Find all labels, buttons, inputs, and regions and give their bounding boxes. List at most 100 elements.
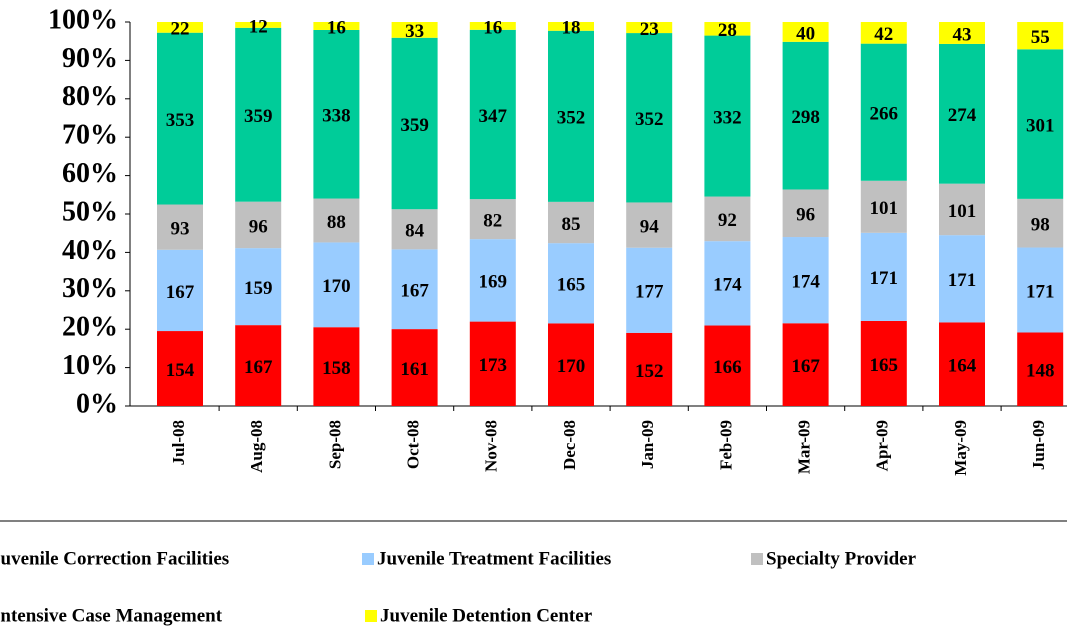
bar-segment (157, 204, 203, 250)
bar-segment (157, 331, 203, 406)
bar-segment (469, 321, 516, 406)
y-tick-label: 40% (62, 235, 118, 266)
bar-segment (469, 29, 516, 200)
bar-segment (782, 323, 829, 406)
bar-segment (626, 22, 673, 34)
bar-segment (548, 22, 594, 31)
data-label: 167 (400, 281, 429, 302)
data-label: 92 (718, 210, 737, 231)
data-label: 359 (244, 106, 273, 127)
x-tick-label: Nov-08 (482, 420, 501, 472)
bar-segment (548, 201, 594, 244)
data-label: 167 (791, 356, 820, 377)
data-label: 40 (796, 23, 815, 44)
x-tick-label: Jun-09 (1029, 420, 1048, 470)
data-label: 165 (557, 275, 586, 296)
bar-segment (469, 22, 516, 30)
data-label: 347 (479, 106, 508, 127)
legend-marker (751, 553, 763, 565)
data-label: 353 (166, 110, 195, 131)
y-tick-label: 10% (62, 350, 118, 381)
y-tick-label: 50% (62, 196, 118, 227)
y-tick-label: 30% (62, 273, 118, 304)
bar-segment (235, 27, 282, 202)
bar-segment (313, 22, 360, 30)
data-label: 164 (948, 356, 977, 377)
data-label: 88 (327, 212, 346, 233)
data-label: 338 (322, 106, 351, 127)
bar-segment (704, 196, 751, 242)
y-tick-label: 100% (48, 4, 118, 35)
data-label: 16 (483, 17, 502, 38)
x-tick-label: Dec-08 (560, 420, 579, 470)
data-label: 161 (400, 359, 429, 380)
x-tick-label: Jan-09 (638, 420, 657, 469)
bar-segment (391, 249, 438, 330)
data-label: 170 (322, 276, 351, 297)
bar-segment (704, 325, 751, 406)
data-label: 96 (249, 216, 268, 237)
bar-segment (626, 202, 673, 248)
x-tick-label: Sep-08 (325, 420, 344, 469)
data-label: 42 (874, 24, 893, 45)
legend-marker (365, 610, 377, 622)
bar-segment (939, 235, 985, 323)
bar-segment (1017, 247, 1064, 333)
bar-segment (704, 35, 751, 197)
y-tick-label: 60% (62, 158, 118, 189)
bar-segment (235, 325, 282, 406)
data-label: 171 (948, 270, 977, 291)
bar-segment (626, 332, 673, 406)
data-label: 18 (562, 18, 581, 39)
x-tick-label: Apr-09 (873, 420, 892, 471)
data-label: 84 (405, 221, 425, 242)
x-tick-label: Aug-08 (247, 420, 266, 473)
data-label: 98 (1031, 215, 1050, 236)
bar-segment (860, 43, 907, 181)
bar-segment (1017, 332, 1064, 406)
bar-segment (782, 41, 829, 190)
data-label: 174 (713, 275, 742, 296)
data-label: 352 (557, 108, 586, 129)
data-label: 167 (166, 282, 195, 303)
data-label: 301 (1026, 115, 1055, 136)
data-label: 167 (244, 357, 273, 378)
legend-label: Juvenile Treatment Facilities (377, 548, 611, 569)
x-tick-label: Jul-08 (169, 420, 188, 465)
legend-label: Intensive Case Management (0, 605, 223, 626)
data-label: 177 (635, 282, 664, 303)
data-label: 96 (796, 205, 815, 226)
x-tick-label: Oct-08 (404, 420, 423, 469)
bar-segment (313, 242, 360, 328)
bar-segment (548, 30, 594, 202)
legend-label: Juvenile Correction Facilities (0, 548, 229, 569)
data-label: 152 (635, 361, 664, 382)
bar-segment (939, 322, 985, 406)
bar-segment (548, 243, 594, 324)
data-label: 85 (562, 214, 581, 235)
data-label: 170 (557, 356, 586, 377)
legend-label: Specialty Provider (766, 548, 917, 569)
bar-segment (548, 323, 594, 406)
y-tick-label: 0% (76, 388, 118, 419)
y-tick-label: 70% (62, 120, 118, 151)
bar-segment (1017, 198, 1064, 248)
bar-segment (704, 241, 751, 326)
bar-segment (704, 22, 751, 36)
data-label: 23 (640, 19, 659, 40)
bar-segment (391, 22, 438, 38)
data-label: 171 (1026, 281, 1055, 302)
bar-segment (860, 232, 907, 321)
bar-segment (1017, 49, 1064, 199)
data-label: 169 (479, 272, 508, 293)
data-label: 298 (791, 107, 820, 128)
data-label: 33 (405, 21, 424, 42)
bar-segment (939, 22, 985, 44)
bar-segment (860, 22, 907, 44)
x-tick-label: Mar-09 (795, 420, 814, 474)
y-tick-label: 20% (62, 312, 118, 343)
data-label: 359 (400, 115, 429, 136)
data-label: 173 (479, 355, 508, 376)
data-label: 82 (483, 210, 502, 231)
bar-segment (235, 248, 282, 326)
